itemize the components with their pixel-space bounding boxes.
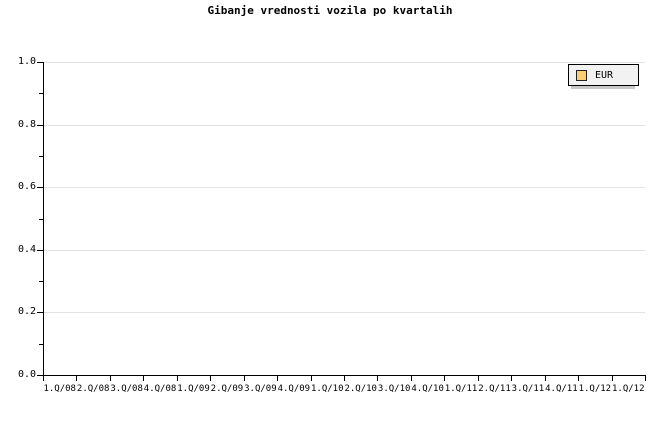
y-axis-tick-label: 0.6 xyxy=(17,181,36,193)
x-axis-tick-label: 2.Q/08 xyxy=(76,384,110,394)
y-axis-tick-minor xyxy=(39,218,43,220)
x-axis-tick xyxy=(511,375,512,381)
x-axis-tick xyxy=(411,375,412,381)
y-axis-tick-label: 0.8 xyxy=(17,118,36,130)
x-axis-tick-label: 1.Q/12 xyxy=(612,384,645,394)
y-axis-tick-label: 0.2 xyxy=(17,306,36,318)
x-axis-tick xyxy=(244,375,245,381)
x-axis-tick xyxy=(277,375,278,381)
x-axis-tick-label: 3.Q/08 xyxy=(110,384,143,394)
y-axis-tick-major xyxy=(37,62,43,63)
x-axis-tick-label: 1.Q/09 xyxy=(177,384,210,394)
gridline-y xyxy=(43,312,645,314)
x-axis-tick xyxy=(110,375,111,381)
x-axis-tick-label: 4.Q/11 xyxy=(545,384,578,394)
gridline-y xyxy=(43,249,645,251)
x-axis-tick xyxy=(311,375,312,381)
x-axis-tick-label: 3.Q/09 xyxy=(244,384,277,394)
gridline-y xyxy=(43,62,645,63)
x-axis-tick-label: 1.Q/08 xyxy=(43,384,76,394)
x-axis-tick xyxy=(444,375,445,381)
gridline-y xyxy=(43,124,645,126)
y-axis-tick-label: 0.0 xyxy=(17,369,36,380)
x-axis-tick-label: 2.Q/09 xyxy=(210,384,244,394)
y-axis-tick-minor xyxy=(39,343,43,345)
y-axis-tick-minor xyxy=(39,155,43,157)
legend-box[interactable]: EUR xyxy=(568,64,639,86)
y-axis-tick-label: 1.0 xyxy=(17,56,36,67)
y-axis-tick-major xyxy=(37,375,43,376)
x-axis-tick xyxy=(76,375,77,381)
legend-label-eur: EUR xyxy=(595,69,614,81)
x-axis-tick xyxy=(377,375,378,381)
legend-color-swatch-eur xyxy=(576,69,587,81)
x-axis-tick xyxy=(578,375,579,381)
x-axis-tick-label: 4.Q/08 xyxy=(143,384,177,394)
y-axis-tick-major xyxy=(37,187,43,189)
x-axis-tick xyxy=(43,375,44,381)
x-axis-tick-label: 4.Q/09 xyxy=(277,384,311,394)
y-axis-tick-label: 0.4 xyxy=(17,243,36,255)
y-axis-labels: 0.0 0.2 0.4 0.6 0.8 1.0 xyxy=(0,0,36,440)
x-axis-tick xyxy=(210,375,211,381)
y-axis-tick-minor xyxy=(39,281,43,283)
chart-title: Gibanje vrednosti vozila po kvartalih xyxy=(207,4,453,17)
y-axis-tick-major xyxy=(37,312,43,314)
y-axis-line xyxy=(43,62,44,376)
x-axis-tick xyxy=(645,375,646,381)
x-axis-tick-label: 3.Q/10 xyxy=(377,384,411,394)
x-axis-tick-label: 1.Q/12 xyxy=(578,384,612,394)
y-axis-tick-major xyxy=(37,249,43,251)
x-axis-tick xyxy=(143,375,144,381)
x-axis-tick xyxy=(478,375,479,381)
y-axis-tick-major xyxy=(37,124,43,126)
x-axis-tick-label: 1.Q/10 xyxy=(311,384,344,394)
legend[interactable]: EUR xyxy=(568,64,639,89)
x-axis-tick-label: 4.Q/10 xyxy=(411,384,444,394)
x-axis-tick-label: 2.Q/10 xyxy=(344,384,377,394)
series-layer xyxy=(43,62,645,375)
x-axis-tick xyxy=(344,375,345,381)
x-axis-tick-label: 2.Q/11 xyxy=(478,384,511,394)
x-axis-tick-label: 1.Q/11 xyxy=(444,384,478,394)
x-axis-tick xyxy=(177,375,178,381)
x-axis-tick xyxy=(545,375,546,381)
x-axis-tick xyxy=(612,375,613,381)
plot-area xyxy=(43,62,645,375)
gridline-y xyxy=(43,187,645,189)
x-axis-tick-label: 3.Q/11 xyxy=(511,384,545,394)
y-axis-tick-minor xyxy=(39,93,43,95)
